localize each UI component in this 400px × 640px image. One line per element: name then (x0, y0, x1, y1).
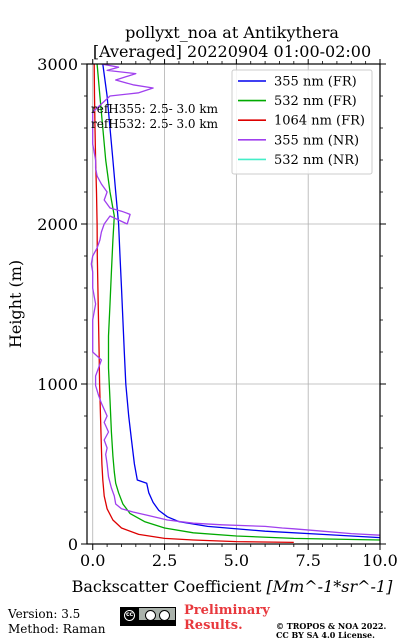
y-tick-label: 1000 (37, 375, 78, 394)
x-axis-label-text: Backscatter Coefficient (72, 577, 262, 596)
series-line-3 (90, 64, 380, 536)
annotation-refh532: refH532: 2.5- 3.0 km (91, 117, 219, 131)
cc-logo-icon: cc (121, 608, 139, 625)
y-tick-label: 0 (68, 535, 78, 554)
x-axis-label: Backscatter Coefficient [Mm^-1*sr^-1] (72, 577, 393, 596)
plot-series (90, 64, 380, 544)
x-tick-label: 5.0 (224, 551, 249, 570)
y-tick-label: 2000 (37, 215, 78, 234)
x-axis-label-unit: [Mm^-1*sr^-1] (266, 577, 393, 596)
legend: 355 nm (FR) 532 nm (FR) 1064 nm (FR) 355 nm… (231, 69, 373, 175)
legend-label-1: 532 nm (FR) (274, 94, 357, 109)
version-text: Version: 3.5 (8, 607, 81, 621)
y-axis-label: Height (m) (6, 260, 25, 348)
legend-box (231, 69, 373, 175)
x-tick-label: 0.0 (80, 551, 105, 570)
axis-ticks: 0.0 2.5 5.0 7.5 10.0 0 1000 2000 3000 (37, 55, 398, 570)
chart-title-line2: [Averaged] 20220904 01:00-02:00 (93, 42, 371, 61)
preliminary-line1: Preliminary (184, 603, 270, 618)
legend-label-2: 1064 nm (FR) (274, 114, 365, 129)
legend-label-0: 355 nm (FR) (274, 75, 357, 90)
cc-license-bar (139, 620, 175, 625)
x-tick-label: 2.5 (152, 551, 177, 570)
copyright-line1: © TROPOS & NOA 2022. (276, 621, 387, 631)
preliminary-line2: Results. (184, 618, 243, 633)
legend-label-3: 355 nm (NR) (274, 133, 359, 148)
y-tick-label: 3000 (37, 55, 78, 74)
copyright-line2: CC BY SA 4.0 License. (276, 630, 375, 640)
cc-license-icon: cc (120, 607, 176, 626)
annotation-refh355: refH355: 2.5- 3.0 km (91, 102, 219, 116)
method-text: Method: Raman (8, 622, 106, 636)
chart-title-line1: pollyxt_noa at Antikythera (125, 23, 339, 42)
series-line-2 (93, 64, 294, 544)
x-tick-label: 10.0 (362, 551, 398, 570)
legend-label-4: 532 nm (NR) (274, 153, 359, 168)
cc-badge-text: cc (124, 610, 135, 621)
series-line-1 (96, 64, 380, 541)
axes-frame (86, 63, 381, 545)
x-tick-label: 7.5 (295, 551, 320, 570)
